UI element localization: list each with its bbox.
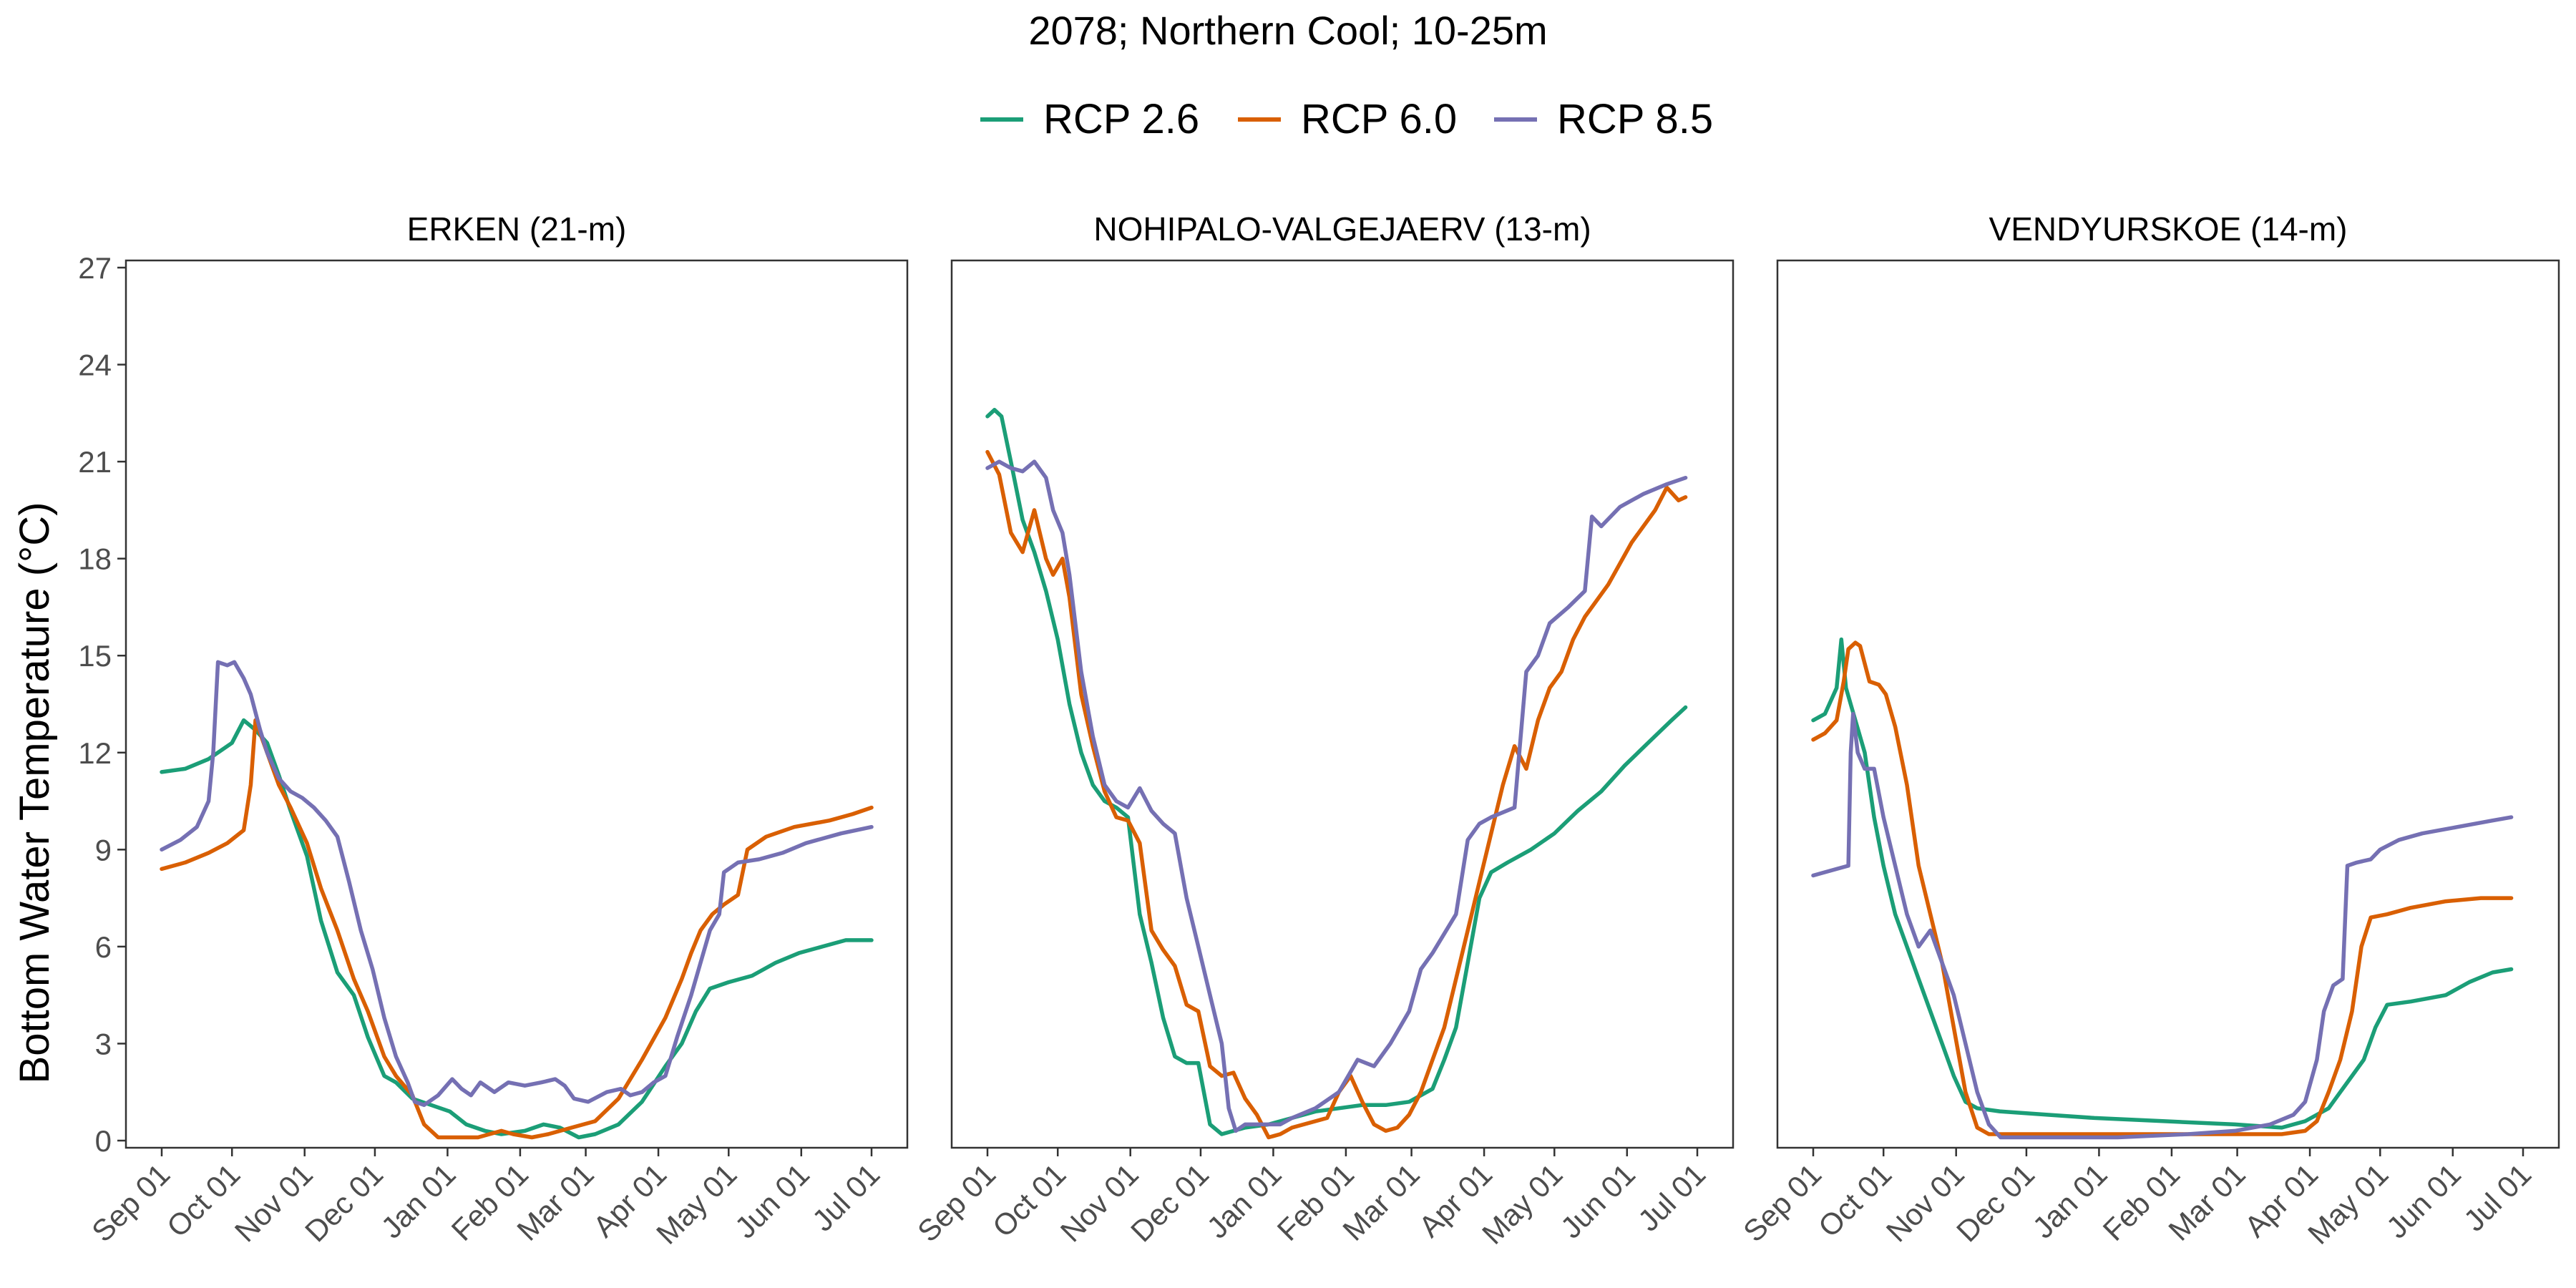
x-tick-label: Nov 01 <box>1880 1157 1971 1248</box>
legend-label-rcp60: RCP 6.0 <box>1301 96 1457 142</box>
x-tick-label: May 01 <box>1475 1157 1569 1251</box>
panel-title: VENDYURSKOE (14-m) <box>1989 210 2348 248</box>
series-line-rcp85 <box>985 459 1688 1133</box>
x-tick-label: Sep 01 <box>911 1157 1002 1248</box>
x-tick-label: Dec 01 <box>1124 1157 1215 1248</box>
panel-title: ERKEN (21-m) <box>407 210 627 248</box>
legend-label-rcp26: RCP 2.6 <box>1043 96 1199 142</box>
x-tick-label: Jun 01 <box>1554 1157 1641 1244</box>
x-tick-label: Nov 01 <box>228 1157 319 1248</box>
x-tick-label: Dec 01 <box>298 1157 389 1248</box>
x-tick-label: Jan 01 <box>374 1157 462 1244</box>
series-line-rcp60 <box>985 449 1688 1140</box>
x-tick-label: Sep 01 <box>85 1157 176 1248</box>
series-line-rcp60 <box>1811 640 2514 1136</box>
panel-frame <box>1776 259 2560 1149</box>
series-line-rcp60 <box>160 718 874 1140</box>
y-axis-label: Bottom Water Temperature (°C) <box>11 502 58 1084</box>
x-tick-label: Jul 01 <box>1631 1157 1712 1237</box>
series-line-rcp26 <box>1811 637 2514 1130</box>
y-tick-label: 3 <box>95 1027 112 1060</box>
x-tick-label: Nov 01 <box>1054 1157 1145 1248</box>
x-tick-label: Jun 01 <box>2380 1157 2467 1244</box>
y-tick-label: 9 <box>95 833 112 867</box>
x-tick-label: Jan 01 <box>2026 1157 2113 1244</box>
x-tick-label: Jan 01 <box>1200 1157 1287 1244</box>
legend: RCP 2.6 RCP 6.0 RCP 8.5 <box>980 96 1713 142</box>
series-line-rcp26 <box>985 408 1688 1136</box>
y-tick-label: 24 <box>78 348 112 382</box>
legend-label-rcp85: RCP 8.5 <box>1557 96 1713 142</box>
series-line-rcp85 <box>1811 711 2514 1140</box>
y-tick-label: 6 <box>95 930 112 964</box>
y-tick-label: 18 <box>78 542 112 576</box>
y-tick-label: 0 <box>95 1124 112 1158</box>
x-tick-label: May 01 <box>2301 1157 2395 1251</box>
panel-frame <box>125 259 909 1149</box>
x-tick-label: Jul 01 <box>2457 1157 2537 1237</box>
figure-title: 2078; Northern Cool; 10-25m <box>1028 8 1547 53</box>
y-tick-label: 12 <box>78 736 112 770</box>
x-tick-label: Sep 01 <box>1737 1157 1828 1248</box>
y-tick-label: 27 <box>78 251 112 285</box>
x-tick-label: May 01 <box>650 1157 743 1251</box>
series-line-rcp85 <box>160 660 874 1108</box>
panel-title: NOHIPALO-VALGEJAERV (13-m) <box>1093 210 1591 248</box>
y-tick-label: 21 <box>78 445 112 479</box>
x-tick-label: Jun 01 <box>728 1157 816 1244</box>
y-tick-label: 15 <box>78 639 112 673</box>
x-tick-label: Dec 01 <box>1950 1157 2041 1248</box>
x-tick-label: Jul 01 <box>806 1157 886 1237</box>
panel-frame <box>950 259 1735 1149</box>
series-line-rcp26 <box>160 718 874 1140</box>
